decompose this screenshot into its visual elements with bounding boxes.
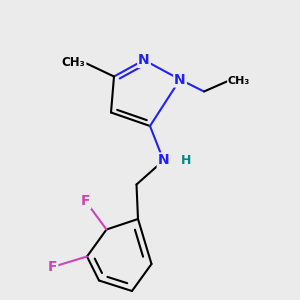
Text: H: H <box>181 154 191 167</box>
Text: N: N <box>174 73 186 86</box>
Text: N: N <box>158 154 169 167</box>
Text: F: F <box>48 260 57 274</box>
Text: CH₃: CH₃ <box>62 56 86 70</box>
Text: CH₃: CH₃ <box>228 76 250 86</box>
Text: F: F <box>81 194 90 208</box>
Text: N: N <box>138 53 150 67</box>
